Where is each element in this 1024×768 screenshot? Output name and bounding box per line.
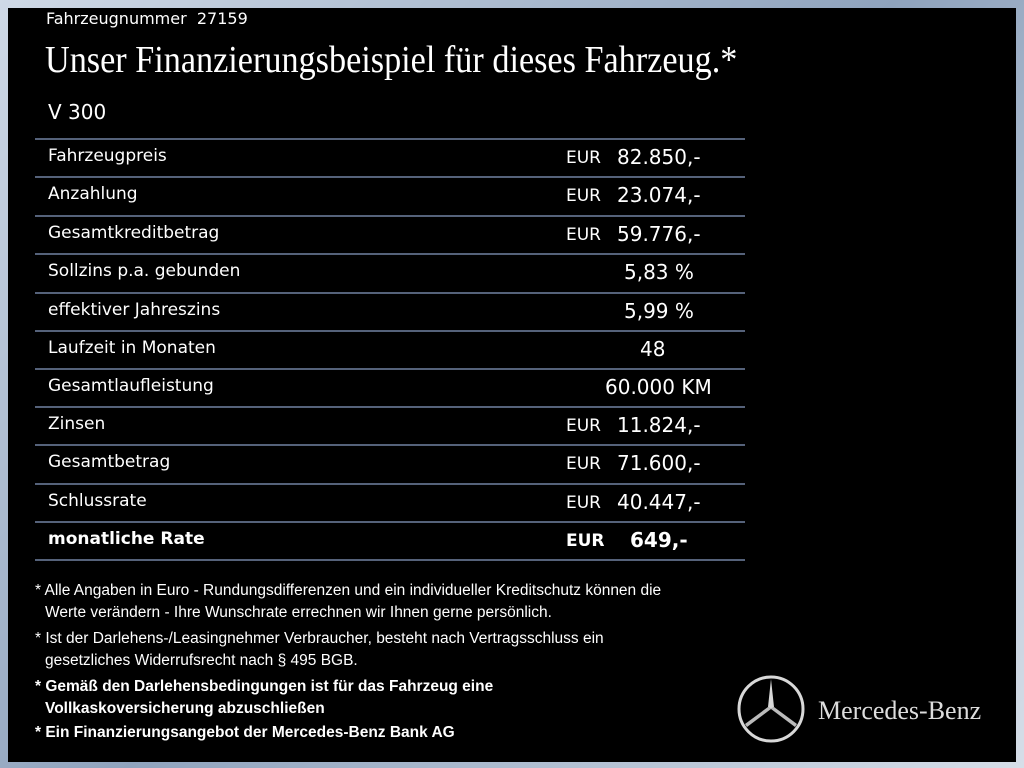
vehicle-number: 27159: [196, 9, 248, 28]
row-divider: [35, 444, 745, 446]
currency: EUR: [566, 493, 601, 513]
amount: 649,-: [630, 528, 688, 552]
vehicle-number-line: Fahrzeugnummer 27159: [46, 9, 248, 28]
row-label: Fahrzeugpreis: [48, 146, 167, 166]
amount: 11.824,-: [617, 413, 701, 437]
amount: 40.447,-: [617, 490, 701, 514]
currency: EUR: [566, 416, 601, 436]
amount: 71.600,-: [617, 451, 701, 475]
currency: EUR: [566, 225, 601, 245]
footnote-line: gesetzliches Widerrufsrecht nach § 495 B…: [45, 652, 358, 669]
currency: EUR: [566, 186, 601, 206]
title: Unser Finanzierungsbeispiel für dieses F…: [45, 39, 738, 81]
amount: 82.850,-: [617, 145, 701, 169]
panel: Fahrzeugnummer 27159 Unser Finanzierungs…: [8, 8, 1016, 762]
currency: EUR: [566, 454, 601, 474]
row-divider: [35, 559, 745, 561]
footnote-line: * Gemäß den Darlehensbedingungen ist für…: [35, 678, 494, 695]
row-divider: [35, 215, 745, 217]
value: 60.000 KM: [605, 375, 712, 399]
value: 5,83 %: [624, 260, 694, 284]
row-divider: [35, 483, 745, 485]
row-label: Gesamtkreditbetrag: [48, 223, 220, 243]
row-divider: [35, 253, 745, 255]
row-divider: [35, 292, 745, 294]
row-label: effektiver Jahreszins: [48, 300, 221, 320]
footnote-line: * Alle Angaben in Euro - Rundungsdiffere…: [35, 582, 662, 599]
row-divider: [35, 406, 745, 408]
footnote-line: Vollkaskoversicherung abzuschließen: [45, 700, 325, 717]
row-label: Schlussrate: [48, 491, 147, 511]
footnote-line: * Ist der Darlehens-/Leasingnehmer Verbr…: [35, 630, 604, 647]
value: 5,99 %: [624, 299, 694, 323]
row-label: Zinsen: [48, 414, 106, 434]
value: 48: [640, 337, 666, 361]
row-label: Gesamtbetrag: [48, 452, 171, 472]
row-divider: [35, 521, 745, 523]
row-label: monatliche Rate: [48, 529, 205, 549]
row-label: Laufzeit in Monaten: [48, 338, 216, 358]
amount: 23.074,-: [617, 183, 701, 207]
brand-logo: [737, 675, 805, 743]
amount: 59.776,-: [617, 222, 701, 246]
row-label: Sollzins p.a. gebunden: [48, 261, 241, 281]
row-label: Anzahlung: [48, 184, 138, 204]
row-divider: [35, 330, 745, 332]
currency: EUR: [566, 148, 601, 168]
row-label: Gesamtlaufleistung: [48, 376, 214, 396]
brand-name: Mercedes-Benz: [818, 696, 982, 725]
row-divider: [35, 176, 745, 178]
currency: EUR: [566, 531, 605, 551]
footnote-line: Werte verändern - Ihre Wunschrate errech…: [45, 604, 552, 621]
row-divider: [35, 368, 745, 370]
model: V 300: [48, 100, 107, 124]
vehicle-number-label: Fahrzeugnummer: [46, 9, 187, 28]
footnote-line: * Ein Finanzierungsangebot der Mercedes-…: [35, 724, 455, 741]
row-divider: [35, 138, 745, 140]
